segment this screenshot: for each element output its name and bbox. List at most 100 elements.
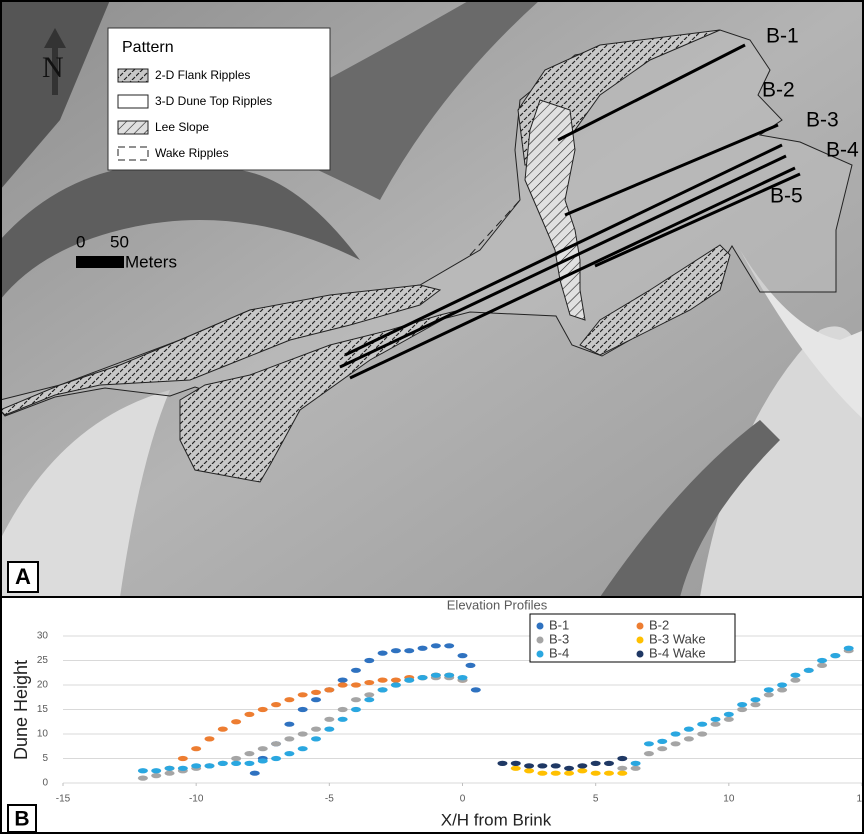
point: [604, 761, 614, 766]
x-tick-label: -10: [189, 794, 204, 805]
scale-unit: Meters: [125, 252, 177, 271]
point: [764, 692, 774, 697]
point: [458, 653, 468, 658]
y-tick-label: 25: [37, 655, 49, 666]
point: [298, 731, 308, 736]
legend-marker: [537, 637, 544, 644]
point: [244, 751, 254, 756]
point: [617, 766, 627, 771]
point: [178, 756, 188, 761]
point: [790, 673, 800, 678]
point: [404, 648, 414, 653]
north-label: N: [42, 51, 64, 84]
point: [138, 768, 148, 773]
point: [324, 727, 334, 732]
x-tick-label: -15: [56, 794, 71, 805]
point: [671, 731, 681, 736]
point: [817, 663, 827, 668]
point: [204, 763, 214, 768]
point: [697, 722, 707, 727]
x-tick-label: 5: [593, 794, 599, 805]
point: [657, 746, 667, 751]
legend-item: Wake Ripples: [155, 146, 229, 160]
point: [537, 763, 547, 768]
point: [311, 736, 321, 741]
point: [338, 682, 348, 687]
point: [271, 741, 281, 746]
point: [671, 741, 681, 746]
point: [244, 712, 254, 717]
legend-marker: [637, 637, 644, 644]
point: [391, 678, 401, 683]
point: [591, 771, 601, 776]
point: [271, 702, 281, 707]
point: [391, 682, 401, 687]
point: [351, 697, 361, 702]
x-tick-label: 0: [460, 794, 466, 805]
legend-swatch: [118, 69, 148, 82]
point: [497, 761, 507, 766]
point: [511, 766, 521, 771]
point: [591, 761, 601, 766]
point: [258, 707, 268, 712]
y-tick-label: 30: [37, 631, 49, 642]
legend-label: B-2: [649, 617, 669, 632]
point: [697, 731, 707, 736]
y-tick-label: 5: [42, 753, 48, 764]
point: [378, 678, 388, 683]
point: [178, 766, 188, 771]
legend-label: B-1: [549, 617, 569, 632]
point: [817, 658, 827, 663]
point: [151, 773, 161, 778]
point: [631, 766, 641, 771]
point: [617, 771, 627, 776]
point: [364, 680, 374, 685]
point: [844, 646, 854, 651]
legend-swatch: [118, 95, 148, 108]
point: [351, 668, 361, 673]
point: [404, 678, 414, 683]
legend-marker: [637, 651, 644, 658]
point: [724, 717, 734, 722]
point: [218, 761, 228, 766]
profile-label: B-2: [762, 79, 795, 102]
point: [524, 768, 534, 773]
point: [604, 771, 614, 776]
point: [298, 746, 308, 751]
point: [324, 717, 334, 722]
legend-label: B-4 Wake: [649, 645, 706, 660]
point: [684, 727, 694, 732]
point: [284, 697, 294, 702]
point: [231, 719, 241, 724]
legend-item: 3-D Dune Top Ripples: [155, 94, 272, 108]
point: [564, 771, 574, 776]
profile-label: B-4: [826, 139, 859, 162]
point: [364, 692, 374, 697]
point: [577, 763, 587, 768]
point: [830, 653, 840, 658]
point: [551, 763, 561, 768]
point: [338, 717, 348, 722]
point: [737, 702, 747, 707]
point: [524, 763, 534, 768]
point: [191, 763, 201, 768]
point: [750, 702, 760, 707]
profile-label: B-1: [766, 25, 799, 48]
point: [511, 761, 521, 766]
legend-swatch: [118, 147, 148, 160]
point: [284, 722, 294, 727]
legend-marker: [637, 623, 644, 630]
point: [790, 678, 800, 683]
point: [465, 663, 475, 668]
point: [551, 771, 561, 776]
point: [258, 746, 268, 751]
point: [311, 697, 321, 702]
x-tick-label: 10: [723, 794, 735, 805]
x-tick-label: -5: [325, 794, 334, 805]
profile-label: B-5: [770, 185, 803, 208]
point: [151, 768, 161, 773]
panel-label: A: [15, 564, 31, 589]
point: [284, 736, 294, 741]
point: [204, 736, 214, 741]
point: [750, 697, 760, 702]
